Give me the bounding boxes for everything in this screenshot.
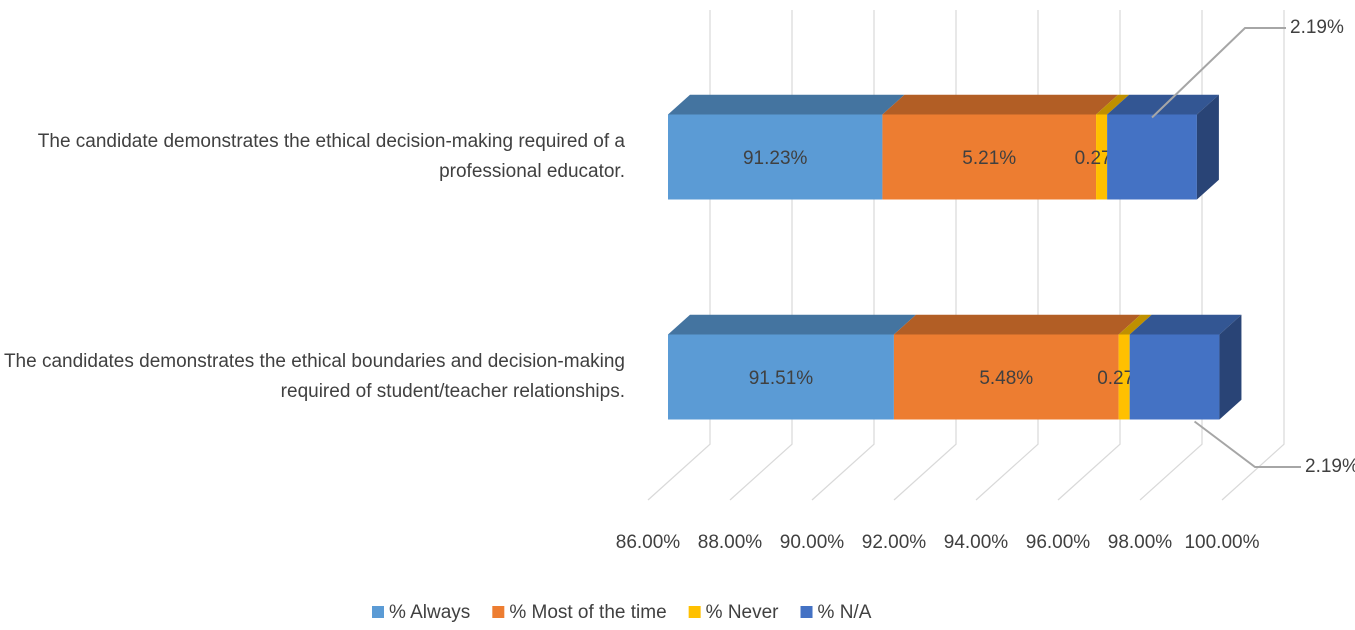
legend-swatch: [800, 606, 813, 618]
data-label: 91.23%: [743, 148, 808, 169]
bar: [1118, 334, 1130, 420]
category-label: The candidates demonstrates the ethical …: [3, 351, 625, 402]
bar: [1096, 114, 1108, 200]
grid-line: [893, 10, 957, 501]
data-label: 5.21%: [962, 148, 1016, 169]
x-tick-label: 96.00%: [1026, 532, 1091, 553]
bar-top: [893, 314, 1141, 335]
bar-top: [1096, 94, 1130, 115]
x-tick-label: 90.00%: [780, 532, 845, 553]
bar: [1129, 334, 1220, 420]
data-label: 2.19%: [1290, 17, 1344, 38]
grid-line: [1057, 10, 1121, 501]
bar-top: [1107, 94, 1219, 115]
x-tick-label: 86.00%: [616, 532, 681, 553]
bar-top: [1129, 314, 1242, 335]
grid-line: [647, 10, 711, 501]
bar: [668, 334, 894, 420]
grid-line: [1139, 10, 1203, 501]
x-tick-label: 100.00%: [1184, 532, 1259, 553]
category-label: The candidate demonstrates the ethical d…: [37, 131, 625, 182]
leader-line: [1151, 27, 1286, 119]
bar-top: [1118, 314, 1152, 335]
grid-line: [729, 10, 793, 501]
legend-swatch: [372, 606, 384, 618]
bar: [668, 114, 883, 200]
legend-swatch: [492, 606, 505, 618]
legend-label: % Never: [706, 602, 780, 623]
x-tick-label: 94.00%: [944, 532, 1009, 553]
bar: [882, 114, 1097, 200]
bar-top: [882, 94, 1119, 115]
legend-label: % Always: [389, 602, 470, 623]
x-tick-label: 92.00%: [862, 532, 927, 553]
leader-line: [1193, 420, 1301, 468]
bar-side: [1196, 94, 1219, 200]
legend-label: % Most of the time: [509, 602, 666, 623]
grid-line: [1221, 10, 1285, 501]
legend-label: % N/A: [818, 602, 872, 623]
x-tick-label: 98.00%: [1108, 532, 1173, 553]
grid-line: [811, 10, 875, 501]
bar-top: [668, 314, 916, 335]
bar-side: [1219, 314, 1242, 420]
legend-swatch: [688, 606, 701, 618]
data-label: 2.19%: [1305, 456, 1355, 477]
data-label: 91.51%: [749, 368, 814, 389]
x-tick-label: 88.00%: [698, 532, 763, 553]
bar-top: [668, 94, 905, 115]
grid-line: [975, 10, 1039, 501]
bar: [1107, 114, 1197, 200]
data-label: 5.48%: [979, 368, 1033, 389]
bar: [893, 334, 1119, 420]
